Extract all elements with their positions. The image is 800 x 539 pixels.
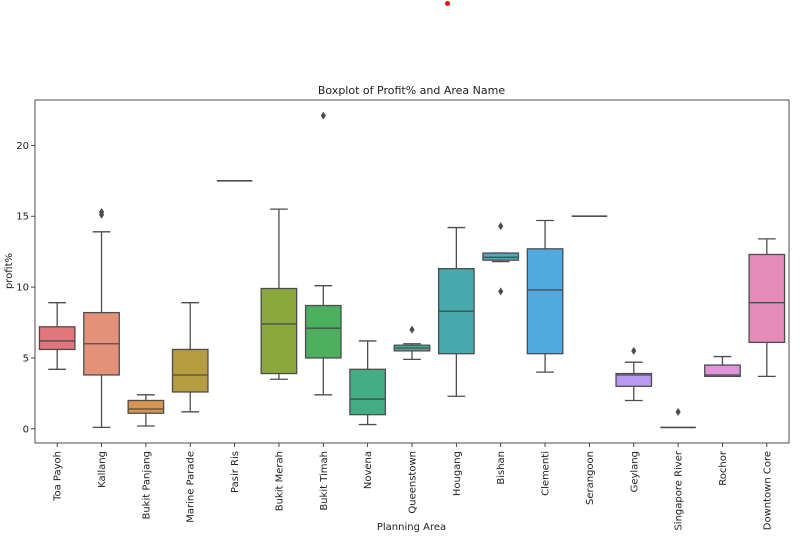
x-tick-label: Bukit Timah xyxy=(319,451,330,511)
x-tick-label: Geylang xyxy=(629,451,640,492)
box xyxy=(38,326,76,351)
x-tick-label: Toa Payoh xyxy=(53,451,64,502)
red-dot-marker xyxy=(445,1,450,6)
box xyxy=(704,364,741,378)
x-tick-label: Pasir Ris xyxy=(230,451,241,493)
y-tick-label: 15 xyxy=(16,212,29,223)
x-tick-label: Marine Parade xyxy=(186,451,197,523)
box xyxy=(127,399,165,414)
x-axis-label: Planning Area xyxy=(377,522,446,533)
box xyxy=(748,253,786,344)
y-tick-label: 0 xyxy=(23,424,29,435)
y-tick-label: 5 xyxy=(23,353,29,364)
x-tick-label: Bishan xyxy=(496,451,507,485)
box xyxy=(171,348,209,393)
x-tick-label: Singapore River xyxy=(674,450,685,530)
box xyxy=(482,252,520,261)
x-tick-label: Kallang xyxy=(97,451,108,488)
box xyxy=(260,287,298,375)
x-tick-label: Hougang xyxy=(452,451,463,496)
x-tick-label: Rochor xyxy=(718,450,729,486)
box xyxy=(526,248,564,355)
x-tick-label: Novena xyxy=(363,451,374,489)
y-tick-label: 10 xyxy=(16,283,29,294)
box xyxy=(615,372,653,387)
x-tick-label: Serangoon xyxy=(585,451,596,505)
y-axis-label: profit% xyxy=(4,253,15,289)
y-tick-label: 20 xyxy=(16,141,29,152)
x-tick-label: Bukit Panjang xyxy=(141,451,152,520)
box xyxy=(304,304,342,359)
box xyxy=(349,368,387,416)
plot-frame xyxy=(34,99,790,444)
outlier-point xyxy=(498,222,504,231)
x-tick-label: Downtown Core xyxy=(762,451,773,530)
outlier-point xyxy=(320,111,326,120)
outlier-point xyxy=(409,325,415,334)
outlier-point xyxy=(498,287,504,296)
outlier-point xyxy=(631,346,637,355)
x-tick-label: Bukit Merah xyxy=(274,451,285,511)
x-tick-label: Queenstown xyxy=(408,451,419,514)
outlier-point xyxy=(98,207,105,216)
x-tick-label: Clementi xyxy=(541,451,552,496)
chart-title: Boxplot of Profit% and Area Name xyxy=(318,84,505,97)
outlier-point xyxy=(675,407,681,416)
plot-area: 0 5 10 15 20 Toa Payoh Kallang Bukit Panjang Mar… xyxy=(16,99,790,531)
